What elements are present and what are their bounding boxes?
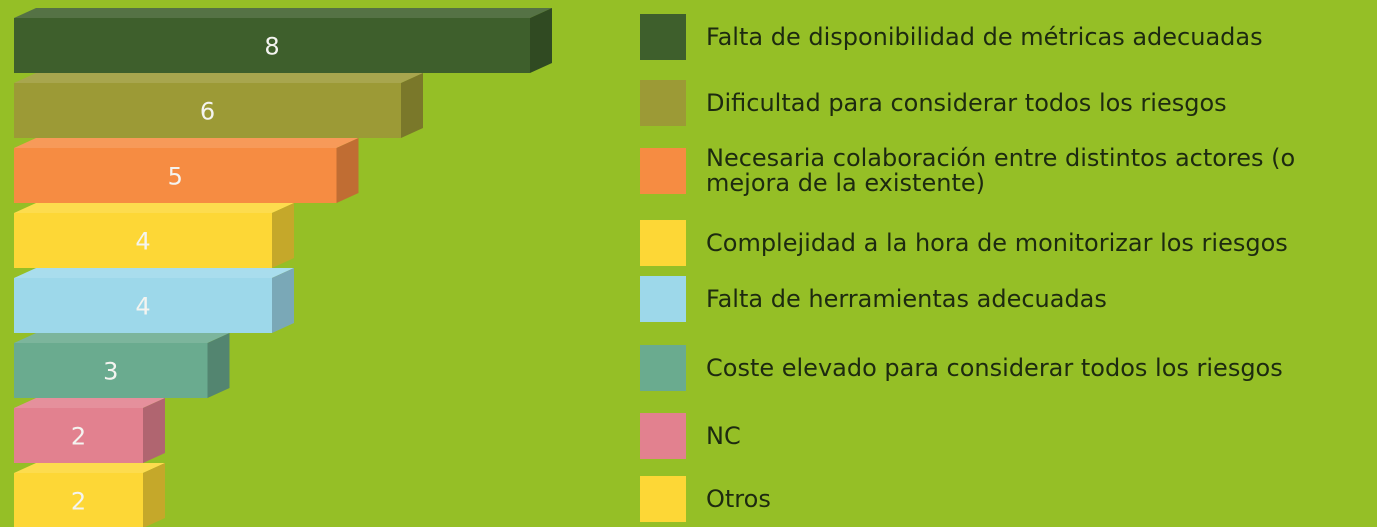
bar-top [14, 8, 552, 18]
bar-top [14, 268, 294, 278]
legend-swatch [640, 80, 686, 126]
legend-item: Dificultad para considerar todos los rie… [640, 80, 1377, 126]
legend-item: Falta de disponibilidad de métricas adec… [640, 14, 1377, 60]
bar [14, 343, 208, 398]
bar-side [272, 203, 294, 268]
value-label: 2 [71, 423, 86, 451]
legend-label: Coste elevado para considerar todos los … [706, 353, 1283, 382]
bar [14, 148, 337, 203]
chart: 8 6 5 4 4 3 2 2 [14, 8, 552, 527]
legend-swatch [640, 345, 686, 391]
value-label: 3 [103, 358, 118, 386]
legend-label: Falta de disponibilidad de métricas adec… [706, 22, 1263, 51]
value-label: 8 [264, 33, 279, 61]
legend-label: Falta de herramientas adecuadas [706, 284, 1107, 313]
legend-swatch [640, 220, 686, 266]
legend-item: Falta de herramientas adecuadas [640, 276, 1377, 322]
bar [14, 213, 272, 268]
value-label: 5 [168, 163, 183, 191]
legend-label: NC [706, 421, 741, 450]
bar-top [14, 73, 423, 83]
value-label: 4 [135, 293, 150, 321]
legend-item: Complejidad a la hora de monitorizar los… [640, 220, 1377, 266]
legend-swatch [640, 413, 686, 459]
bar-top [14, 203, 294, 213]
value-label: 4 [135, 228, 150, 256]
legend-item: Otros [640, 476, 1377, 522]
bar-top [14, 138, 359, 148]
bar [14, 278, 272, 333]
legend-swatch [640, 476, 686, 522]
legend-label: Complejidad a la hora de monitorizar los… [706, 228, 1288, 257]
value-label: 2 [71, 488, 86, 516]
legend-item: Coste elevado para considerar todos los … [640, 345, 1377, 391]
bar [14, 473, 143, 527]
bar-top [14, 333, 230, 343]
bar [14, 83, 401, 138]
bar-side [207, 333, 230, 398]
legend-item: Necesaria colaboración entre distintos a… [640, 144, 1377, 197]
legend-label: Necesaria colaboración entre distintos a… [706, 144, 1296, 197]
legend-label: Dificultad para considerar todos los rie… [706, 88, 1227, 117]
bar-side [143, 398, 165, 463]
bar-side [336, 138, 359, 203]
legend-swatch [640, 276, 686, 322]
bar-side [530, 8, 552, 73]
bar [14, 408, 143, 463]
bar-side [401, 73, 423, 138]
bar-top [14, 398, 165, 408]
legend-swatch [640, 148, 686, 194]
bar [14, 18, 530, 73]
bar-side [143, 463, 165, 527]
legend-label: Otros [706, 484, 771, 513]
bar-side [272, 268, 294, 333]
legend-item: NC [640, 413, 1377, 459]
legend-swatch [640, 14, 686, 60]
value-label: 6 [200, 98, 215, 126]
bar-top [14, 463, 165, 473]
